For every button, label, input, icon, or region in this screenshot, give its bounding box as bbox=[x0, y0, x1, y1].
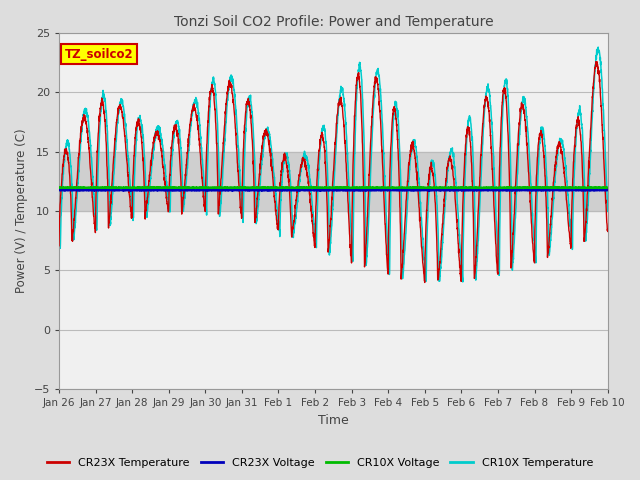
Legend: CR23X Temperature, CR23X Voltage, CR10X Voltage, CR10X Temperature: CR23X Temperature, CR23X Voltage, CR10X … bbox=[43, 453, 597, 472]
Y-axis label: Power (V) / Temperature (C): Power (V) / Temperature (C) bbox=[15, 129, 28, 293]
Text: TZ_soilco2: TZ_soilco2 bbox=[65, 48, 133, 61]
Bar bbox=[59, 152, 608, 211]
Title: Tonzi Soil CO2 Profile: Power and Temperature: Tonzi Soil CO2 Profile: Power and Temper… bbox=[173, 15, 493, 29]
X-axis label: Time: Time bbox=[318, 414, 349, 427]
